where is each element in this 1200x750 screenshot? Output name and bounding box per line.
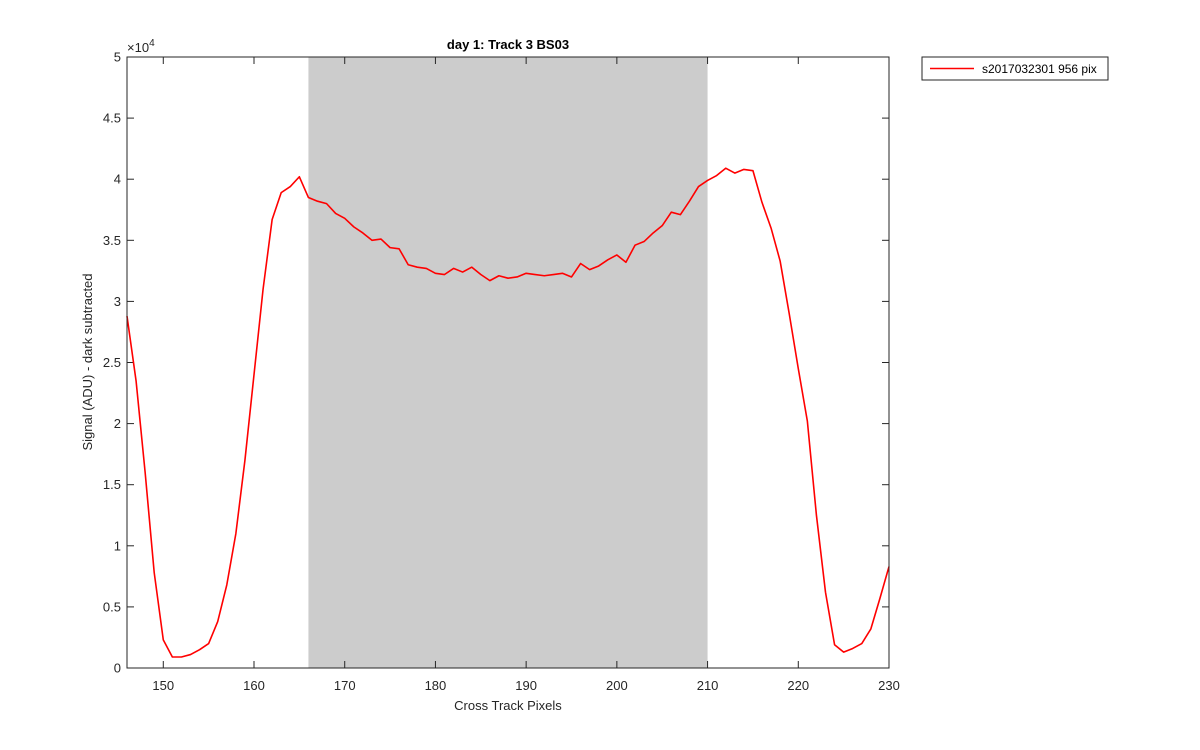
x-tick-label: 170 [334,678,356,693]
shaded-region [308,57,708,668]
y-tick-label: 4 [114,172,121,187]
y-tick-labels: 0 0.5 1 1.5 2 2.5 3 3.5 4 4.5 5 [103,50,121,676]
y-tick-label: 3 [114,294,121,309]
y-exponent-label: ×104 [127,38,155,55]
x-tick-labels: 150 160 170 180 190 200 210 220 230 [152,678,899,693]
y-tick-label: 0 [114,661,121,676]
y-tick-label: 2.5 [103,355,121,370]
y-tick-label: 1 [114,538,121,553]
x-tick-label: 160 [243,678,265,693]
x-tick-label: 230 [878,678,900,693]
series-line [126,167,890,658]
x-tick-label: 180 [425,678,447,693]
legend: s2017032301 956 pix [921,56,1109,81]
legend-label: s2017032301 956 pix [982,62,1097,76]
x-tick-label: 150 [152,678,174,693]
x-tick-label: 190 [515,678,537,693]
x-tick-label: 210 [697,678,719,693]
x-tick-label: 220 [787,678,809,693]
x-axis-label: Cross Track Pixels [454,698,562,713]
y-tick-label: 1.5 [103,477,121,492]
y-tick-label: 5 [114,50,121,65]
y-tick-label: 0.5 [103,599,121,614]
y-tick-label: 3.5 [103,233,121,248]
plot-area [126,56,890,669]
x-tick-label: 200 [606,678,628,693]
y-tick-label: 4.5 [103,111,121,126]
legend-box [921,56,1109,81]
y-tick-label: 2 [114,416,121,431]
y-axis-label: Signal (ADU) - dark subtracted [80,273,95,450]
axes-box [126,56,890,669]
chart-title: day 1: Track 3 BS03 [447,37,569,52]
